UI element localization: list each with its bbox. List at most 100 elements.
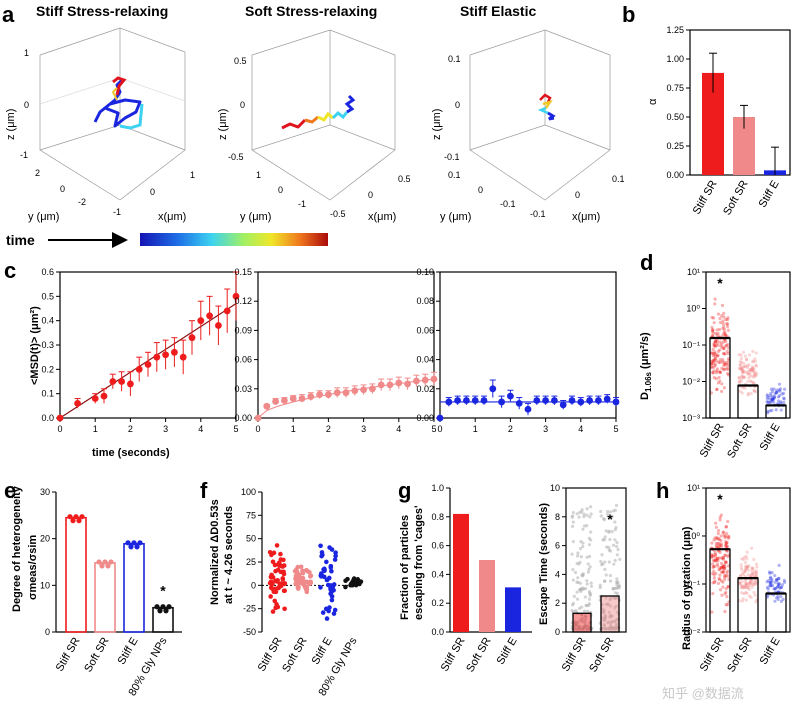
data-point: [754, 569, 758, 573]
data-point: [737, 376, 741, 380]
data-point: [723, 534, 727, 538]
data-point: [725, 362, 729, 366]
data-point: [766, 409, 770, 413]
f-ylabel-2: at t ~ 4.26 seconds: [223, 506, 235, 604]
data-point: [710, 365, 714, 369]
data-point: [768, 584, 772, 588]
panel-label-b: b: [622, 2, 635, 27]
data-point: [739, 353, 743, 357]
data-point: [726, 328, 731, 332]
y-tick-label: 0.10: [416, 267, 434, 277]
data-point: [712, 569, 716, 573]
data-point: [720, 556, 724, 560]
data-point: [272, 562, 278, 568]
data-point: [740, 571, 744, 576]
a2-x-tick: 0: [368, 190, 373, 200]
data-point: [716, 331, 720, 336]
data-point: [711, 328, 715, 332]
data-point: [598, 583, 602, 587]
data-point: [747, 581, 751, 585]
data-point: [738, 573, 743, 578]
data-point: [723, 577, 727, 581]
panel-label-h: h: [656, 478, 669, 503]
data-point: [772, 396, 776, 401]
data-point: [770, 408, 774, 412]
data-point: [754, 364, 759, 368]
c-ylabel: <MSD(t)> (μm²): [29, 306, 41, 385]
a2-x-tick: -0.5: [330, 209, 346, 219]
data-point: [719, 565, 723, 570]
data-point: [171, 348, 178, 356]
x-tick-label: 3: [543, 424, 548, 434]
data-point: [598, 585, 602, 590]
data-point: [612, 398, 620, 406]
data-point: [576, 551, 580, 555]
data-point: [576, 620, 580, 624]
data-point: [454, 397, 461, 404]
data-point: [754, 600, 758, 604]
data-point: [329, 597, 335, 603]
data-point: [571, 603, 575, 607]
data-point: [747, 564, 751, 568]
data-point: [609, 596, 613, 600]
data-point: [332, 607, 338, 613]
data-point: [599, 509, 603, 514]
data-point: [710, 328, 715, 332]
data-point: [611, 543, 616, 547]
data-point: [715, 328, 719, 332]
data-point: [713, 339, 718, 344]
data-point: [715, 353, 719, 357]
data-point: [713, 536, 717, 540]
data-point: [743, 386, 747, 390]
data-point: [727, 536, 731, 540]
y-tick-label: 0.4: [431, 569, 444, 579]
data-point: [754, 363, 758, 367]
data-point: [750, 572, 754, 576]
data-point: [579, 618, 583, 622]
data-point: [769, 584, 773, 588]
data-point: [714, 377, 718, 381]
x-category-label: Stiff SR: [560, 635, 589, 673]
mean-bar: [572, 612, 592, 633]
panel-a: a Stiff Stress-relaxing Soft Stress-rela…: [2, 2, 625, 248]
data-point: [737, 366, 741, 370]
y-tick-label: 0.2: [41, 364, 54, 374]
panel-c: c <MSD(t)> (μm²) time (seconds) 0.00.10.…: [4, 258, 620, 459]
data-point: [289, 395, 297, 402]
data-point: [718, 348, 722, 352]
trajectory-3-blue: [547, 111, 556, 121]
data-point: [740, 377, 744, 381]
data-point: [722, 569, 726, 573]
x-tick-label: 5: [431, 424, 436, 434]
data-point: [589, 584, 594, 588]
data-point: [718, 370, 722, 374]
data-point: [770, 399, 774, 403]
data-point: [574, 627, 578, 631]
data-point: [328, 565, 334, 570]
data-point: [720, 314, 724, 318]
data-point: [725, 603, 730, 607]
data-point: [769, 391, 773, 396]
data-point: [719, 566, 723, 570]
data-point: [724, 603, 728, 607]
data-point: [386, 381, 394, 389]
data-point: [748, 574, 752, 578]
data-point: [99, 563, 105, 569]
data-point: [614, 624, 618, 628]
data-point: [714, 371, 719, 375]
data-point: [713, 344, 718, 348]
data-point: [747, 353, 752, 357]
data-point: [571, 578, 575, 582]
data-point: [768, 409, 772, 413]
data-point: [740, 391, 744, 395]
data-point: [768, 583, 772, 587]
data-point: [215, 322, 222, 329]
data-point: [611, 587, 615, 591]
data-point: [746, 379, 750, 384]
data-point: [342, 389, 350, 397]
x-tick-label: 3: [163, 424, 168, 434]
data-point: [717, 327, 722, 332]
y-tick-label: 10⁻³: [682, 413, 700, 423]
